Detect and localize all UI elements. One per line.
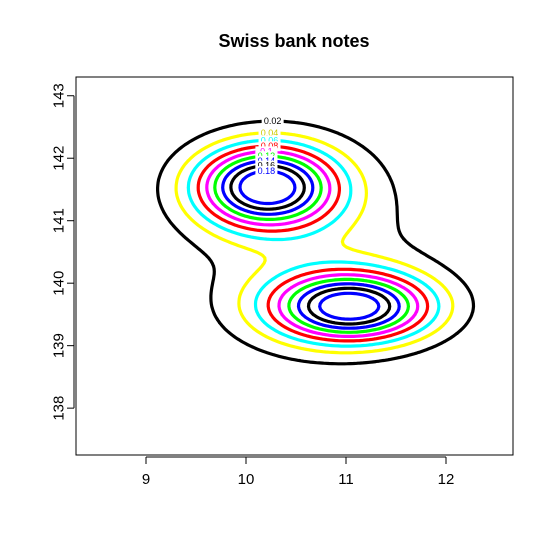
contour-line — [238, 169, 381, 321]
contour-line — [174, 131, 455, 355]
y-tick-label: 143 — [51, 83, 68, 108]
y-axis: 138 139 140 141 142 143 — [51, 83, 75, 421]
x-axis: 9 10 11 12 — [142, 456, 455, 488]
contour-line — [196, 144, 430, 343]
level-label-background — [258, 135, 281, 146]
level-label-background — [255, 160, 278, 171]
contour-line — [229, 164, 392, 326]
contour-level-label: 0.16 — [258, 161, 276, 171]
contour-level-labels: 0.020.040.060.080.10.120.140.160.18 — [255, 116, 284, 177]
x-tick-label: 9 — [142, 471, 150, 488]
y-tick-label: 138 — [51, 396, 68, 421]
contour-line — [186, 138, 441, 348]
y-tick-label: 140 — [51, 271, 68, 296]
x-tick-label: 12 — [438, 471, 455, 488]
level-label-background — [258, 141, 281, 152]
y-tick-label: 141 — [51, 208, 68, 233]
x-tick-label: 11 — [338, 471, 354, 488]
plot-frame — [75, 76, 514, 456]
x-tick-label: 10 — [238, 471, 255, 488]
y-tick-label: 142 — [51, 146, 68, 171]
contour-level-label: 0.08 — [261, 141, 279, 151]
level-label-background — [258, 127, 281, 138]
contour-level-label: 0.06 — [261, 135, 279, 145]
contour-level-label: 0.02 — [264, 116, 282, 126]
contour-line — [156, 119, 476, 366]
contour-line — [205, 149, 420, 338]
y-tick-label: 139 — [51, 333, 68, 358]
contour-line — [213, 154, 410, 334]
chart-title: Swiss bank notes — [218, 31, 369, 51]
contour-level-label: 0.18 — [258, 166, 276, 176]
contour-line — [221, 159, 401, 330]
contour-lines — [156, 119, 476, 366]
level-label-background — [255, 166, 278, 177]
contour-level-label: 0.04 — [261, 128, 279, 138]
level-label-background — [261, 116, 284, 127]
